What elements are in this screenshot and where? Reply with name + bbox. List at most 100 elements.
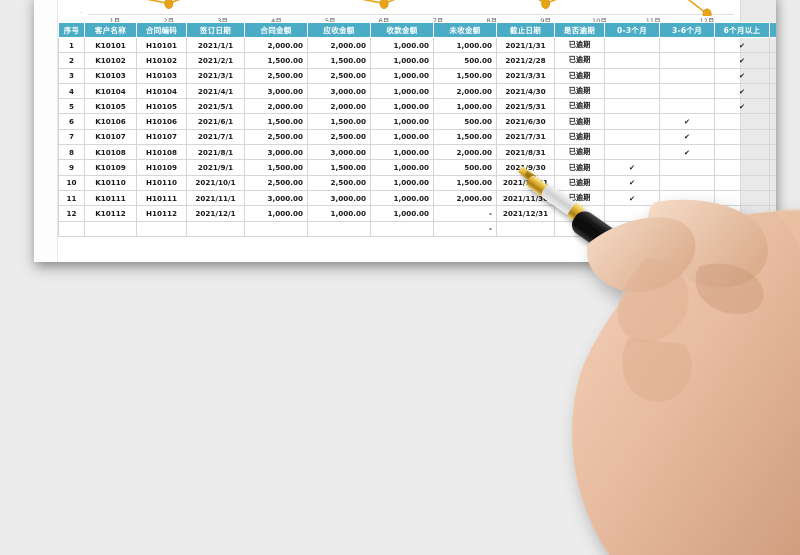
cell-sign_date[interactable]: 2021/11/1 bbox=[186, 189, 245, 207]
cell-overdue[interactable]: 已逾期 bbox=[554, 36, 605, 54]
cell-b3_6[interactable]: ✔ bbox=[659, 113, 715, 130]
cell-due_date[interactable]: 2021/12/31 bbox=[496, 205, 555, 222]
cell-b6plus[interactable] bbox=[714, 144, 770, 161]
cell-idx[interactable]: 5 bbox=[58, 98, 85, 115]
table-row[interactable]: - bbox=[58, 220, 776, 237]
cell-customer[interactable]: K10106 bbox=[84, 113, 137, 130]
cell-received[interactable]: 1,000.00 bbox=[370, 144, 434, 161]
cell-overdue[interactable]: 已逾期 bbox=[554, 144, 605, 161]
cell-contract_amount[interactable]: 3,000.00 bbox=[244, 189, 308, 207]
cell-b6plus[interactable]: ✔ bbox=[714, 52, 770, 69]
cell-code[interactable]: H10104 bbox=[136, 82, 187, 100]
cell-receivable[interactable]: 1,000.00 bbox=[307, 205, 371, 222]
cell-customer[interactable]: K10101 bbox=[84, 36, 137, 54]
cell-idx[interactable]: 6 bbox=[58, 113, 85, 130]
cell-idx[interactable]: 7 bbox=[58, 128, 85, 146]
cell-unpaid[interactable]: 500.00 bbox=[433, 52, 497, 69]
cell-received[interactable]: 1,000.00 bbox=[370, 82, 434, 100]
cell-receivable[interactable]: 3,000.00 bbox=[307, 82, 371, 100]
cell-contract_amount[interactable]: 1,500.00 bbox=[244, 159, 308, 176]
cell-receivable[interactable]: 1,500.00 bbox=[307, 52, 371, 69]
cell-contract_amount[interactable]: 3,000.00 bbox=[244, 144, 308, 161]
cell-unpaid[interactable]: 500.00 bbox=[433, 159, 497, 176]
cell-sign_date[interactable]: 2021/4/1 bbox=[186, 82, 245, 100]
cell-b6plus[interactable] bbox=[714, 174, 770, 191]
cell-overdue[interactable]: 已逾期 bbox=[554, 67, 605, 84]
cell-b3_6[interactable] bbox=[659, 159, 715, 176]
table-row[interactable]: 4 K10104 H10104 2021/4/1 3,000.00 3,000.00 1,0… bbox=[58, 82, 776, 100]
cell-b0_3[interactable]: ✔ bbox=[604, 189, 660, 207]
cell-idx[interactable]: 3 bbox=[58, 67, 85, 84]
cell-b0_3[interactable] bbox=[604, 205, 660, 222]
cell-b3_6[interactable] bbox=[659, 189, 715, 207]
cell-contract_amount[interactable]: 1,500.00 bbox=[244, 113, 308, 130]
cell-receivable[interactable]: 3,000.00 bbox=[307, 144, 371, 161]
column-header-7[interactable]: 未收金额 bbox=[433, 22, 497, 38]
column-header-5[interactable]: 应收金额 bbox=[307, 22, 371, 38]
column-header-2[interactable]: 合同编码 bbox=[136, 22, 187, 38]
cell-received[interactable]: 1,000.00 bbox=[370, 189, 434, 207]
cell-note[interactable] bbox=[769, 128, 776, 146]
cell-overdue[interactable]: 已逾期 bbox=[554, 128, 605, 146]
table-row[interactable]: 2 K10102 H10102 2021/2/1 1,500.00 1,500.00 1,0… bbox=[58, 52, 776, 69]
cell-contract_amount[interactable]: 2,500.00 bbox=[244, 174, 308, 191]
cell-overdue[interactable] bbox=[554, 220, 605, 237]
cell-unpaid[interactable]: 2,000.00 bbox=[433, 82, 497, 100]
cell-b6plus[interactable] bbox=[714, 128, 770, 146]
cell-received[interactable]: 1,000.00 bbox=[370, 36, 434, 54]
cell-due_date[interactable] bbox=[496, 220, 555, 237]
cell-received[interactable]: 1,000.00 bbox=[370, 67, 434, 84]
cell-receivable[interactable]: 3,000.00 bbox=[307, 189, 371, 207]
cell-unpaid[interactable]: 1,500.00 bbox=[433, 128, 497, 146]
cell-unpaid[interactable]: 2,000.00 bbox=[433, 144, 497, 161]
column-header-12[interactable]: 6个月以上 bbox=[714, 22, 770, 38]
cell-customer[interactable]: K10110 bbox=[84, 174, 137, 191]
cell-note[interactable] bbox=[769, 82, 776, 100]
cell-received[interactable]: 1,000.00 bbox=[370, 98, 434, 115]
cell-code[interactable]: H10112 bbox=[136, 205, 187, 222]
cell-note[interactable] bbox=[769, 159, 776, 176]
cell-overdue[interactable]: 已逾期 bbox=[554, 98, 605, 115]
column-header-13[interactable]: 备注 bbox=[769, 22, 776, 38]
cell-received[interactable]: 1,000.00 bbox=[370, 113, 434, 130]
cell-sign_date[interactable] bbox=[186, 220, 245, 237]
cell-b3_6[interactable] bbox=[659, 82, 715, 100]
cell-idx[interactable]: 11 bbox=[58, 189, 85, 207]
cell-b3_6[interactable] bbox=[659, 36, 715, 54]
table-row[interactable]: 7 K10107 H10107 2021/7/1 2,500.00 2,500.00 1,0… bbox=[58, 128, 776, 146]
cell-note[interactable] bbox=[769, 220, 776, 237]
cell-contract_amount[interactable]: 2,500.00 bbox=[244, 128, 308, 146]
table-row[interactable]: 12 K10112 H10112 2021/12/1 1,000.00 1,000.00 1… bbox=[58, 205, 776, 222]
cell-b3_6[interactable]: ✔ bbox=[659, 144, 715, 161]
cell-due_date[interactable]: 2021/4/30 bbox=[496, 82, 555, 100]
cell-sign_date[interactable]: 2021/3/1 bbox=[186, 67, 245, 84]
column-header-6[interactable]: 收款金额 bbox=[370, 22, 434, 38]
cell-b0_3[interactable]: ✔ bbox=[604, 174, 660, 191]
cell-b6plus[interactable] bbox=[714, 159, 770, 176]
column-header-9[interactable]: 是否逾期 bbox=[554, 22, 605, 38]
cell-idx[interactable]: 9 bbox=[58, 159, 85, 176]
cell-unpaid[interactable]: 1,500.00 bbox=[433, 174, 497, 191]
table-row[interactable]: 11 K10111 H10111 2021/11/1 3,000.00 3,000.00 1… bbox=[58, 189, 776, 207]
cell-b0_3[interactable]: ✔ bbox=[604, 159, 660, 176]
cell-note[interactable] bbox=[769, 52, 776, 69]
cell-receivable[interactable]: 2,500.00 bbox=[307, 67, 371, 84]
cell-due_date[interactable]: 2021/9/30 bbox=[496, 159, 555, 176]
cell-note[interactable] bbox=[769, 67, 776, 84]
cell-b6plus[interactable]: ✔ bbox=[714, 67, 770, 84]
cell-note[interactable] bbox=[769, 205, 776, 222]
cell-overdue[interactable]: 已逾期 bbox=[554, 52, 605, 69]
cell-unpaid[interactable]: - bbox=[433, 220, 497, 237]
cell-code[interactable]: H10101 bbox=[136, 36, 187, 54]
cell-due_date[interactable]: 2021/8/31 bbox=[496, 144, 555, 161]
cell-b6plus[interactable]: ✔ bbox=[714, 98, 770, 115]
cell-customer[interactable] bbox=[84, 220, 137, 237]
cell-idx[interactable] bbox=[58, 220, 85, 237]
cell-note[interactable] bbox=[769, 144, 776, 161]
column-header-1[interactable]: 客户名称 bbox=[84, 22, 137, 38]
cell-code[interactable]: H10108 bbox=[136, 144, 187, 161]
cell-overdue[interactable]: 已逾期 bbox=[554, 189, 605, 207]
cell-b0_3[interactable] bbox=[604, 144, 660, 161]
cell-unpaid[interactable]: 1,500.00 bbox=[433, 67, 497, 84]
cell-overdue[interactable]: 已逾期 bbox=[554, 113, 605, 130]
